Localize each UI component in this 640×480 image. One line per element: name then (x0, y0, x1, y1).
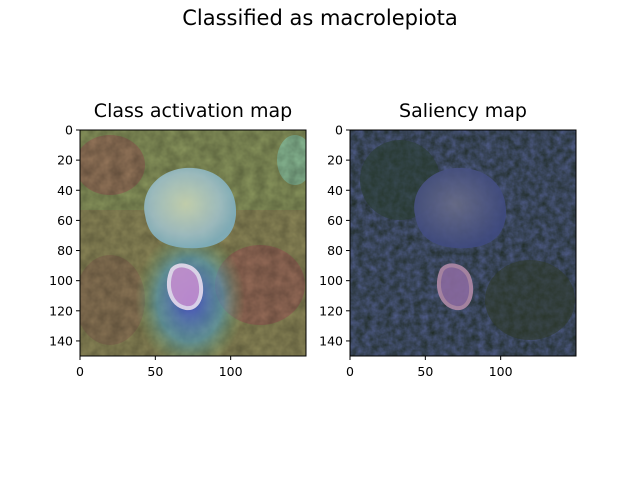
saliency-image (350, 130, 576, 356)
saliency-panel-title: Saliency map (399, 100, 527, 122)
cam-panel-title: Class activation map (93, 100, 293, 122)
y-tick-label: 40 (57, 183, 73, 198)
y-tick-label: 60 (327, 213, 343, 228)
y-tick-label: 100 (319, 273, 343, 288)
y-tick-label: 140 (319, 333, 343, 348)
y-tick-label: 20 (327, 153, 343, 168)
y-tick-label: 0 (335, 123, 343, 138)
saliency-axes-frame (349, 129, 577, 357)
figure-title: Classified as macrolepiota (182, 6, 458, 30)
y-tick-label: 120 (319, 303, 343, 318)
y-tick-label: 80 (327, 243, 343, 258)
y-tick-label: 120 (49, 303, 73, 318)
y-tick-label: 80 (57, 243, 73, 258)
x-tick-label: 0 (346, 364, 354, 379)
y-tick-label: 40 (327, 183, 343, 198)
y-tick-label: 0 (65, 123, 73, 138)
cam-image (80, 130, 306, 356)
x-tick-label: 50 (147, 364, 163, 379)
x-tick-label: 0 (76, 364, 84, 379)
y-tick-label: 140 (49, 333, 73, 348)
y-tick-label: 20 (57, 153, 73, 168)
cam-axes-frame (79, 129, 307, 357)
x-tick-label: 50 (417, 364, 433, 379)
x-tick-label: 100 (219, 364, 243, 379)
y-tick-label: 100 (49, 273, 73, 288)
y-tick-label: 60 (57, 213, 73, 228)
x-tick-label: 100 (489, 364, 513, 379)
